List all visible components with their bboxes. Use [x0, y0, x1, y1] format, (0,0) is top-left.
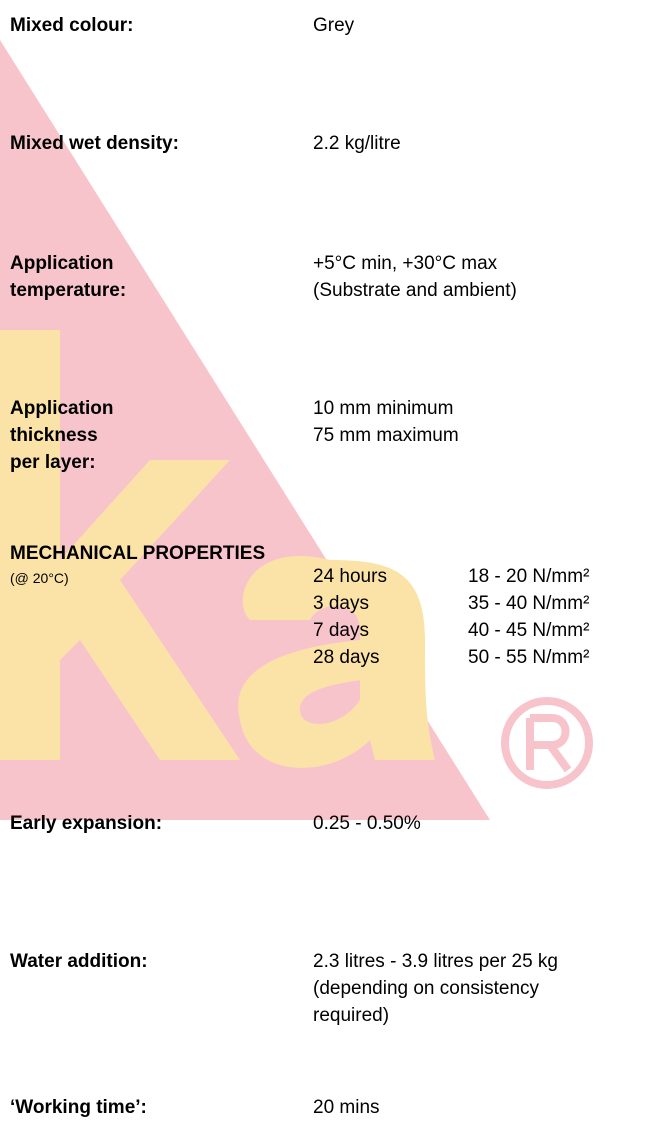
strength: 40 - 45 N/mm² — [468, 620, 590, 641]
property-value: 20 mins — [313, 1097, 380, 1118]
property-label: Water addition: — [10, 951, 148, 972]
property-label: Mixed wet density: — [10, 133, 179, 154]
property-label: per layer: — [10, 452, 96, 473]
property-value: 75 mm maximum — [313, 425, 459, 446]
age: 28 days — [313, 647, 380, 668]
property-value: 2.3 litres - 3.9 litres per 25 kg — [313, 951, 558, 972]
section-title: MECHANICAL PROPERTIES — [10, 543, 266, 564]
section-note: (@ 20°C) — [10, 570, 69, 586]
property-value: Grey — [313, 15, 355, 36]
property-value: required) — [313, 1005, 390, 1026]
property-value: (Substrate and ambient) — [313, 280, 517, 301]
strength: 18 - 20 N/mm² — [468, 566, 590, 587]
property-label: thickness — [10, 425, 98, 446]
property-value: (depending on consistency — [313, 978, 540, 999]
registered-mark — [526, 714, 572, 773]
property-value: +5°C min, +30°C max — [313, 253, 498, 274]
watermark-letters — [0, 330, 435, 768]
property-value: 2.2 kg/litre — [313, 133, 401, 154]
registered-mark — [501, 697, 593, 789]
strength: 50 - 55 N/mm² — [468, 647, 590, 668]
property-value: 0.25 - 0.50% — [313, 813, 421, 834]
age: 24 hours — [313, 566, 387, 587]
property-label: temperature: — [10, 280, 127, 301]
property-label: Mixed colour: — [10, 15, 134, 36]
age: 3 days — [313, 593, 369, 614]
property-label: Application — [10, 253, 114, 274]
strength: 35 - 40 N/mm² — [468, 593, 590, 614]
property-label: Application — [10, 398, 114, 419]
property-label: Early expansion: — [10, 813, 163, 834]
property-label: ‘Working time’: — [10, 1097, 147, 1118]
age: 7 days — [313, 620, 369, 641]
property-value: 10 mm minimum — [313, 398, 454, 419]
